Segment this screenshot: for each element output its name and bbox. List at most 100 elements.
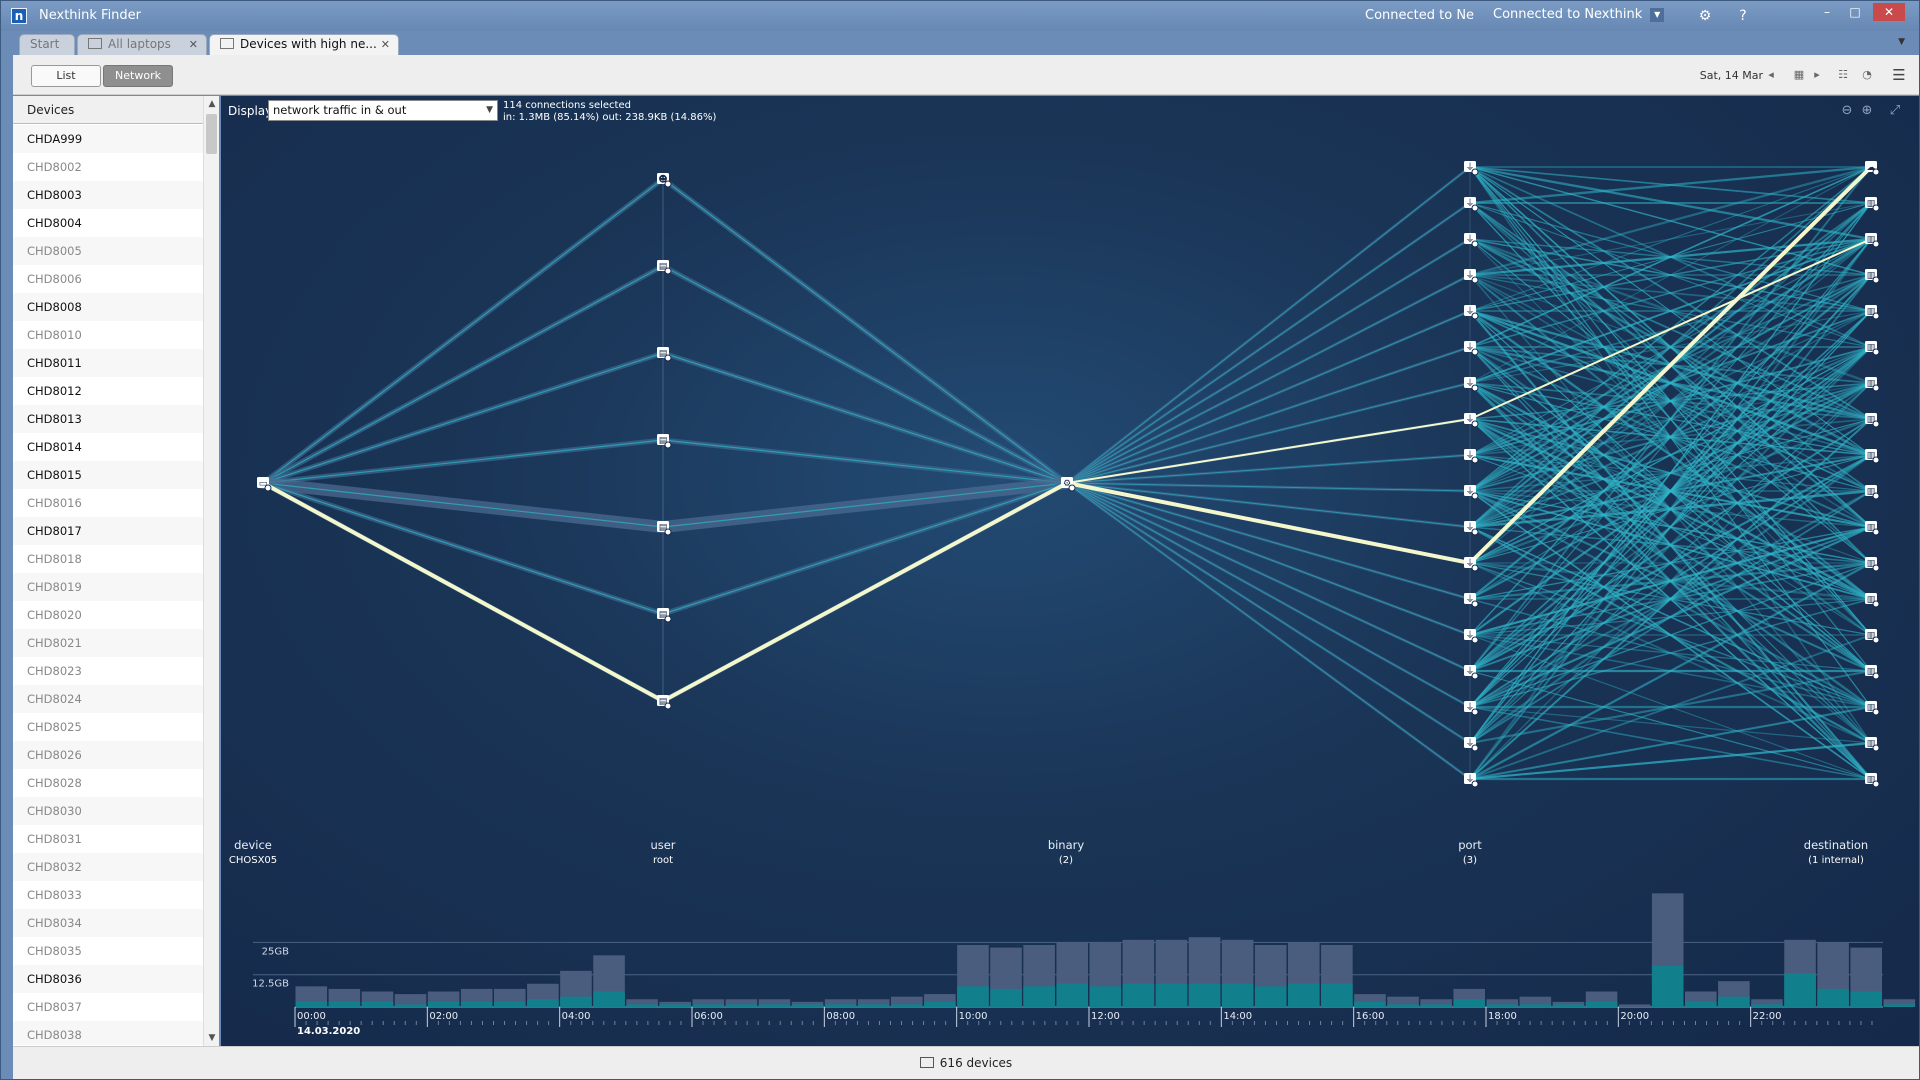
user-node-icon[interactable]: ▤ — [657, 434, 672, 449]
user-node-icon[interactable]: ▤ — [657, 260, 672, 275]
user-node-icon[interactable]: ▤ — [657, 521, 672, 536]
port-plug-icon[interactable]: ⏚ — [1464, 305, 1479, 320]
server-destination-icon[interactable]: ▥ — [1865, 557, 1880, 572]
port-plug-icon[interactable]: ⏚ — [1464, 773, 1479, 788]
port-plug-icon[interactable]: ⏚ — [1464, 737, 1479, 752]
device-list-item[interactable]: CHD8033 — [27, 888, 82, 902]
platform-icon[interactable]: ◔ — [1862, 68, 1872, 81]
table-icon[interactable]: ☷ — [1838, 68, 1848, 81]
connection-select[interactable]: Connected to Nexthink ▼ — [1493, 7, 1665, 27]
close-icon[interactable]: ✕ — [188, 38, 198, 51]
minimize-button[interactable]: – — [1824, 5, 1830, 19]
device-list-item[interactable]: CHD8035 — [27, 944, 82, 958]
device-list-item[interactable]: CHD8037 — [27, 1000, 82, 1014]
expand-icon[interactable]: ⤢ — [1889, 103, 1901, 118]
device-list-item[interactable]: CHD8004 — [27, 216, 82, 230]
device-list-item[interactable]: CHD8031 — [27, 832, 82, 846]
device-list-item[interactable]: CHD8010 — [27, 328, 82, 342]
server-destination-icon[interactable]: ▥ — [1865, 665, 1880, 680]
zoom-out-icon[interactable]: ⊖ — [1841, 103, 1853, 118]
tab-all-laptops[interactable]: All laptops ✕ — [77, 34, 207, 55]
user-node-icon[interactable]: ▤ — [657, 695, 672, 710]
network-view-button[interactable]: Network — [103, 65, 173, 87]
server-destination-icon[interactable]: ▥ — [1865, 449, 1880, 464]
device-list-item[interactable]: CHD8008 — [13, 293, 203, 321]
server-destination-icon[interactable]: ▥ — [1865, 521, 1880, 536]
port-plug-icon[interactable]: ⏚ — [1464, 413, 1479, 428]
device-list-item[interactable]: CHD8015 — [13, 461, 203, 489]
server-destination-icon[interactable]: ▥ — [1865, 377, 1880, 392]
scroll-up-icon[interactable]: ▲ — [208, 99, 216, 109]
display-select[interactable]: network traffic in & out ▼ — [268, 100, 498, 121]
port-plug-icon[interactable]: ⏚ — [1464, 449, 1479, 464]
device-list-item[interactable]: CHD8016 — [27, 496, 82, 510]
server-destination-icon[interactable]: ▥ — [1865, 629, 1880, 644]
server-destination-icon[interactable]: ▥ — [1865, 701, 1880, 716]
device-list-item[interactable]: CHD8014 — [27, 440, 82, 454]
list-view-button[interactable]: List — [31, 65, 101, 87]
port-plug-icon[interactable]: ⏚ — [1464, 377, 1479, 392]
sidebar-scrollbar[interactable]: ▲ ▼ — [203, 96, 219, 1046]
gear-icon[interactable]: ⚙ — [1698, 8, 1712, 24]
port-plug-icon[interactable]: ⏚ — [1464, 485, 1479, 500]
port-plug-icon[interactable]: ⏚ — [1464, 161, 1479, 176]
scroll-down-icon[interactable]: ▼ — [208, 1033, 216, 1043]
port-plug-icon[interactable]: ⏚ — [1464, 557, 1479, 572]
menu-icon[interactable]: ☰ — [1892, 66, 1906, 84]
device-list-item[interactable]: CHD8012 — [27, 384, 82, 398]
port-plug-icon[interactable]: ⏚ — [1464, 197, 1479, 212]
chevron-left-icon[interactable]: ◂ — [1768, 68, 1774, 81]
device-list-item[interactable]: CHD8025 — [27, 720, 82, 734]
device-node-icon[interactable]: ▭ — [257, 477, 272, 492]
server-destination-icon[interactable]: ▥ — [1865, 413, 1880, 428]
device-list-item[interactable]: CHD8011 — [13, 349, 203, 377]
device-list-item[interactable]: CHD8019 — [13, 573, 203, 601]
device-list-item[interactable]: CHD8020 — [27, 608, 82, 622]
device-list-item[interactable]: CHD8003 — [13, 181, 203, 209]
binary-node-icon[interactable]: ⚙ — [1061, 477, 1076, 492]
server-destination-icon[interactable]: ▥ — [1865, 269, 1880, 284]
device-list-item[interactable]: CHD8013 — [13, 405, 203, 433]
server-destination-icon[interactable]: ▥ — [1865, 737, 1880, 752]
maximize-button[interactable]: □ — [1849, 5, 1861, 19]
calendar-icon[interactable]: ▦ — [1793, 68, 1805, 81]
device-list-item[interactable]: CHD8026 — [13, 741, 203, 769]
cloud-destination-icon[interactable]: ☁ — [1865, 161, 1880, 176]
port-plug-icon[interactable]: ⏚ — [1464, 701, 1479, 716]
devices-column-header[interactable]: Devices — [13, 96, 203, 124]
port-plug-icon[interactable]: ⏚ — [1464, 521, 1479, 536]
port-plug-icon[interactable]: ⏚ — [1464, 269, 1479, 284]
user-group-node-icon[interactable]: ☻ — [657, 173, 672, 188]
device-list-item[interactable]: CHD8006 — [27, 272, 82, 286]
port-plug-icon[interactable]: ⏚ — [1464, 341, 1479, 356]
device-list-item[interactable]: CHD8018 — [27, 552, 82, 566]
device-list-item[interactable]: CHD8024 — [13, 685, 203, 713]
device-list-item[interactable]: CHD8023 — [27, 664, 82, 678]
tab-start[interactable]: Start — [19, 34, 75, 55]
device-list-item[interactable]: CHD8005 — [13, 237, 203, 265]
tab-menu-icon[interactable]: ▼ — [1898, 37, 1905, 47]
user-node-icon[interactable]: ▤ — [657, 347, 672, 362]
device-list-item[interactable]: CHD8002 — [27, 160, 82, 174]
port-plug-icon[interactable]: ⏚ — [1464, 233, 1479, 248]
device-list-item[interactable]: CHD8028 — [27, 776, 82, 790]
server-destination-icon[interactable]: ▥ — [1865, 305, 1880, 320]
zoom-in-icon[interactable]: ⊕ — [1861, 103, 1873, 118]
server-destination-icon[interactable]: ▥ — [1865, 233, 1880, 248]
server-destination-icon[interactable]: ▥ — [1865, 593, 1880, 608]
tab-devices-high-network[interactable]: Devices with high ne... ✕ — [209, 34, 399, 55]
scroll-thumb[interactable] — [206, 114, 217, 154]
device-list-item[interactable]: CHDA999 — [13, 125, 203, 153]
device-list-item[interactable]: CHD8038 — [13, 1021, 203, 1045]
close-button[interactable]: ✕ — [1873, 3, 1905, 21]
server-destination-icon[interactable]: ▥ — [1865, 773, 1880, 788]
user-node-icon[interactable]: ▤ — [657, 608, 672, 623]
device-list-item[interactable]: CHD8017 — [13, 517, 203, 545]
server-destination-icon[interactable]: ▥ — [1865, 341, 1880, 356]
device-list-item[interactable]: CHD8036 — [13, 965, 203, 993]
port-plug-icon[interactable]: ⏚ — [1464, 665, 1479, 680]
server-destination-icon[interactable]: ▥ — [1865, 197, 1880, 212]
port-plug-icon[interactable]: ⏚ — [1464, 629, 1479, 644]
device-list-item[interactable]: CHD8030 — [13, 797, 203, 825]
port-plug-icon[interactable]: ⏚ — [1464, 593, 1479, 608]
